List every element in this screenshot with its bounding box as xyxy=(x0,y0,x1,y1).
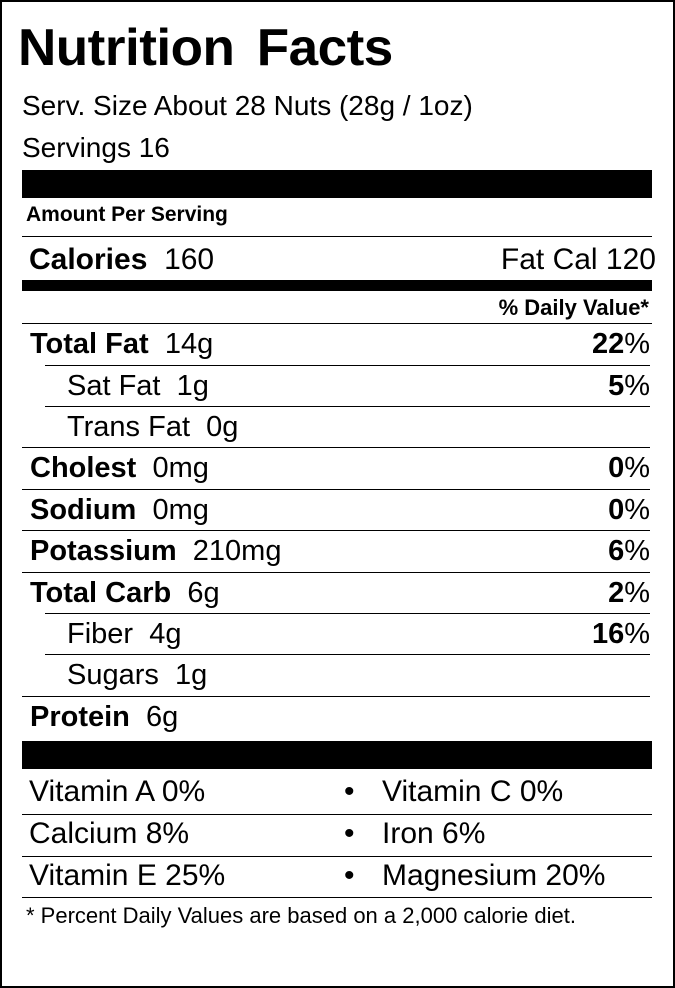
nutrient-amount: 6g xyxy=(146,700,179,733)
thick-divider xyxy=(22,170,652,198)
medium-divider xyxy=(22,280,652,291)
nutrient-amount: 6g xyxy=(187,576,220,609)
fat-calories: Fat Cal 120 xyxy=(500,243,656,276)
divider xyxy=(45,654,650,655)
divider xyxy=(45,365,650,366)
nutrient-name: Total Fat xyxy=(30,327,149,360)
pct-sign: % xyxy=(624,451,650,484)
calories-label: Calories xyxy=(29,243,148,276)
nutrient-name: Cholest xyxy=(30,451,137,484)
bullet: • xyxy=(344,775,355,808)
nutrient-row-potassium: Potassium 210mg 6% xyxy=(22,531,650,571)
nutrient-row-sugars: Sugars 1g xyxy=(45,655,650,695)
footnote: * Percent Daily Values are based on a 2,… xyxy=(26,903,576,928)
nutrient-row-cholesterol: Cholest 0mg 0% xyxy=(22,448,650,488)
divider xyxy=(22,897,652,898)
divider xyxy=(22,489,650,490)
nutrient-amount: 14g xyxy=(164,327,214,360)
nutrient-pct: 16 xyxy=(591,617,625,650)
nutrient-pct: 5 xyxy=(608,369,625,402)
nutrient-row-sodium: Sodium 0mg 0% xyxy=(22,490,650,530)
nutrient-amount: 1g xyxy=(176,369,209,402)
nutrient-row-protein: Protein 6g xyxy=(22,697,650,737)
vitamin-left: Vitamin A 0% xyxy=(29,775,206,808)
nutrient-pct: 0 xyxy=(608,451,625,484)
nutrient-amount: 1g xyxy=(175,658,208,691)
nutrient-row-sat-fat: Sat Fat 1g 5% xyxy=(45,366,650,406)
nutrient-name: Sat Fat xyxy=(67,369,161,402)
pct-sign: % xyxy=(624,534,650,567)
nutrient-amount: 0mg xyxy=(152,493,209,526)
vitamin-left: Calcium 8% xyxy=(29,817,190,850)
bullet: • xyxy=(344,817,355,850)
daily-value-header: % Daily Value* xyxy=(498,295,649,320)
divider xyxy=(22,572,650,573)
nutrient-pct: 2 xyxy=(608,576,625,609)
vitamin-row: Vitamin E 25% • Magnesium 20% xyxy=(22,855,652,895)
pct-sign: % xyxy=(624,493,650,526)
bullet: • xyxy=(344,859,355,892)
nutrient-name: Total Carb xyxy=(30,576,172,609)
thick-divider xyxy=(22,741,652,769)
nutrient-row-total-carb: Total Carb 6g 2% xyxy=(22,573,650,613)
nutrient-name: Sugars xyxy=(67,658,159,691)
nutrient-pct: 6 xyxy=(608,534,625,567)
divider xyxy=(22,323,652,324)
nutrient-amount: 0mg xyxy=(152,451,209,484)
vitamin-right: Iron 6% xyxy=(382,817,486,850)
vitamin-row: Vitamin A 0% • Vitamin C 0% xyxy=(22,771,652,811)
divider xyxy=(22,236,652,237)
divider xyxy=(22,530,650,531)
divider xyxy=(22,814,652,815)
nutrient-amount: 0g xyxy=(206,410,239,443)
vitamin-right: Magnesium 20% xyxy=(382,859,606,892)
divider xyxy=(22,856,652,857)
divider xyxy=(45,406,650,407)
divider xyxy=(22,696,650,697)
divider xyxy=(45,613,650,614)
pct-sign: % xyxy=(624,327,650,360)
nutrient-pct: 22 xyxy=(591,327,625,360)
nutrient-name: Protein xyxy=(30,700,130,733)
divider xyxy=(22,447,650,448)
servings-count: Servings 16 xyxy=(22,132,170,163)
calories-value: 160 xyxy=(164,243,215,276)
vitamin-left: Vitamin E 25% xyxy=(29,859,226,892)
nutrient-name: Trans Fat xyxy=(67,410,191,443)
nutrient-row-fiber: Fiber 4g 16% xyxy=(45,614,650,654)
amount-per-serving: Amount Per Serving xyxy=(26,203,228,226)
vitamin-right: Vitamin C 0% xyxy=(382,775,564,808)
nutrient-amount: 4g xyxy=(149,617,182,650)
nutrient-row-trans-fat: Trans Fat 0g xyxy=(45,407,650,447)
nutrient-name: Sodium xyxy=(30,493,137,526)
nutrient-pct: 0 xyxy=(608,493,625,526)
pct-sign: % xyxy=(624,617,650,650)
nutrient-name: Potassium xyxy=(30,534,177,567)
vitamin-row: Calcium 8% • Iron 6% xyxy=(22,813,652,853)
serving-size: Serv. Size About 28 Nuts (28g / 1oz) xyxy=(22,90,473,121)
nutrient-row-total-fat: Total Fat 14g 22% xyxy=(22,324,650,364)
calories-row: Calories 160 Fat Cal 120 xyxy=(22,241,656,279)
pct-sign: % xyxy=(624,369,650,402)
nutrient-name: Fiber xyxy=(67,617,134,650)
label-title: Nutrition Facts xyxy=(18,19,393,77)
pct-sign: % xyxy=(624,576,650,609)
nutrient-amount: 210mg xyxy=(192,534,282,567)
